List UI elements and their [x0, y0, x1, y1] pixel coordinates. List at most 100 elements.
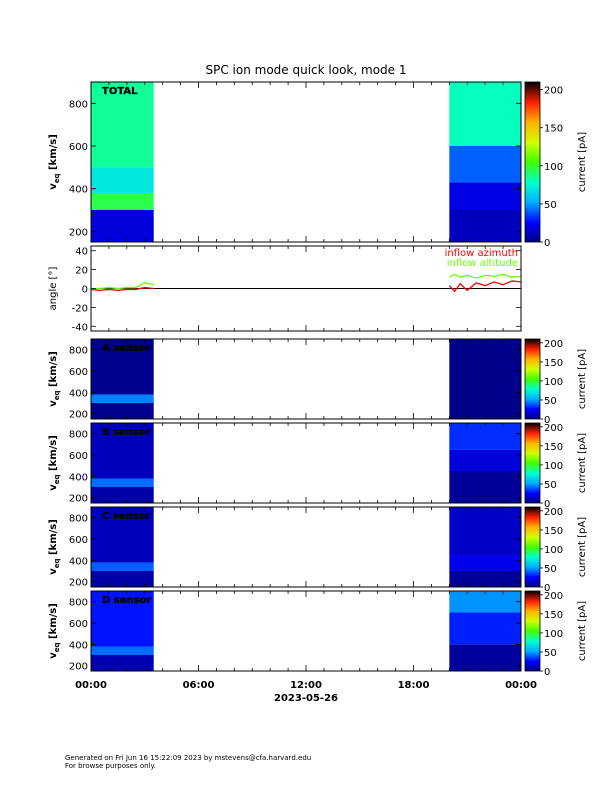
spectrogram-band — [91, 192, 154, 210]
y-axis-label: veq [km/s] — [48, 435, 61, 491]
y-axis-label-symbol: v — [48, 400, 59, 407]
colorbar-label: current [pA] — [577, 601, 588, 661]
y-tick-label: -20 — [72, 303, 88, 314]
spectrogram-band — [91, 591, 154, 647]
spectrogram-band — [91, 167, 154, 193]
panel-label: B sensor — [102, 427, 151, 438]
y-axis-label: veq [km/s] — [48, 603, 61, 659]
y-tick-label: 800 — [69, 346, 88, 357]
colorbar-tick-label: 0 — [544, 415, 550, 426]
y-axis-label-unit: [km/s] — [48, 519, 59, 558]
colorbar — [524, 81, 541, 243]
angle-series-line — [449, 273, 522, 279]
colorbar-tick-label: 200 — [544, 86, 563, 97]
colorbar-tick-label: 150 — [544, 442, 563, 453]
colorbar — [524, 506, 541, 588]
panel-5: 0 50 100 150 200 current [pA] veq [km/s] D sens… — [48, 590, 588, 678]
colorbar — [524, 338, 541, 420]
colorbar-tick-label: 150 — [544, 610, 563, 621]
colorbar-tick-label: 100 — [544, 545, 563, 556]
date-label: 2023-05-26 — [274, 693, 338, 704]
colorbar — [524, 590, 541, 672]
y-axis-label-subscript: eq — [53, 643, 61, 653]
y-tick-label: 800 — [69, 598, 88, 609]
angle-series-line — [448, 280, 522, 293]
legend-entry: inflow altitude — [447, 258, 518, 269]
y-tick-label: 800 — [69, 99, 88, 110]
colorbar-tick-label: 150 — [544, 358, 563, 369]
spectrogram-band — [91, 507, 154, 563]
spectrogram-band — [91, 562, 154, 571]
y-tick-label: -40 — [72, 322, 88, 333]
colorbar-tick-label: 200 — [544, 339, 563, 350]
spectrogram-band — [449, 82, 521, 146]
spectrogram-band — [91, 394, 154, 403]
colorbar-tick-label: 100 — [544, 377, 563, 388]
y-tick-label: 800 — [69, 430, 88, 441]
colorbar-tick-label: 100 — [544, 162, 563, 173]
colorbar-label: current [pA] — [577, 132, 588, 192]
y-tick-label: 200 — [69, 662, 88, 673]
spectrogram-band — [449, 571, 521, 587]
footer-generated-line: Generated on Fri Jun 16 15:22:09 2023 by… — [65, 754, 312, 762]
spectrogram-band — [449, 507, 521, 555]
colorbar-label: current [pA] — [577, 349, 588, 409]
panel-2: 0 50 100 150 200 current [pA] veq [km/s] A sens… — [48, 338, 588, 426]
y-tick-label: 200 — [69, 578, 88, 589]
y-axis-label-unit: [km/s] — [48, 351, 59, 390]
colorbar-tick-label: 150 — [544, 526, 563, 537]
x-tick-label: 12:00 — [290, 680, 322, 691]
y-tick-label: 20 — [75, 266, 88, 277]
colorbar-tick-label: 0 — [544, 583, 550, 594]
y-axis-label-subscript: eq — [53, 475, 61, 485]
y-axis-label-subscript: eq — [53, 391, 61, 401]
y-tick-label: 400 — [69, 388, 88, 399]
colorbar-tick-label: 0 — [544, 667, 550, 678]
y-axis-label-symbol: v — [48, 568, 59, 575]
colorbar-label: current [pA] — [577, 517, 588, 577]
spectrogram-band — [449, 210, 521, 242]
x-tick-label: 18:00 — [398, 680, 430, 691]
panel-label: A sensor — [102, 343, 151, 354]
colorbar-tick-label: 100 — [544, 461, 563, 472]
y-tick-label: 200 — [69, 410, 88, 421]
spectrogram-band — [91, 403, 154, 419]
y-tick-label: 0 — [82, 285, 88, 296]
x-tick-label: 00:00 — [75, 680, 107, 691]
panel-4: 0 50 100 150 200 current [pA] veq [km/s] C sens… — [48, 506, 588, 594]
colorbar — [524, 422, 541, 504]
y-axis-label-subscript: eq — [53, 174, 61, 184]
y-tick-label: 200 — [69, 494, 88, 505]
chart-title: SPC ion mode quick look, mode 1 — [206, 63, 407, 77]
colorbar-label: current [pA] — [577, 433, 588, 493]
x-tick-label: 00:00 — [505, 680, 537, 691]
spectrogram-band — [449, 182, 521, 210]
y-axis-label-subscript: eq — [53, 559, 61, 569]
spectrogram-band — [91, 210, 154, 242]
y-tick-label: 400 — [69, 556, 88, 567]
y-axis-label-symbol: v — [48, 183, 59, 190]
y-axis-label: veq [km/s] — [48, 134, 61, 190]
y-axis-label: veq [km/s] — [48, 519, 61, 575]
y-axis-label: veq [km/s] — [48, 351, 61, 407]
spectrogram-band — [449, 423, 521, 450]
y-axis-label: angle [°] — [48, 267, 59, 311]
time-axis: 00:00 06:00 12:00 18:00 00:00 — [75, 680, 537, 691]
panel-label: D sensor — [102, 595, 151, 606]
y-axis-label-unit: [km/s] — [48, 435, 59, 474]
spectrogram-band — [449, 339, 521, 419]
spectrogram-band — [449, 471, 521, 503]
y-axis-label-symbol: v — [48, 484, 59, 491]
spectrogram-band — [91, 655, 154, 671]
y-tick-label: 600 — [69, 367, 88, 378]
colorbar-tick-label: 200 — [544, 423, 563, 434]
y-tick-label: 600 — [69, 451, 88, 462]
colorbar-tick-label: 200 — [544, 591, 563, 602]
colorbar-tick-label: 50 — [544, 200, 557, 211]
colorbar-tick-label: 50 — [544, 480, 557, 491]
legend-entry: inflow azimuth — [445, 248, 518, 259]
y-tick-label: 400 — [69, 472, 88, 483]
